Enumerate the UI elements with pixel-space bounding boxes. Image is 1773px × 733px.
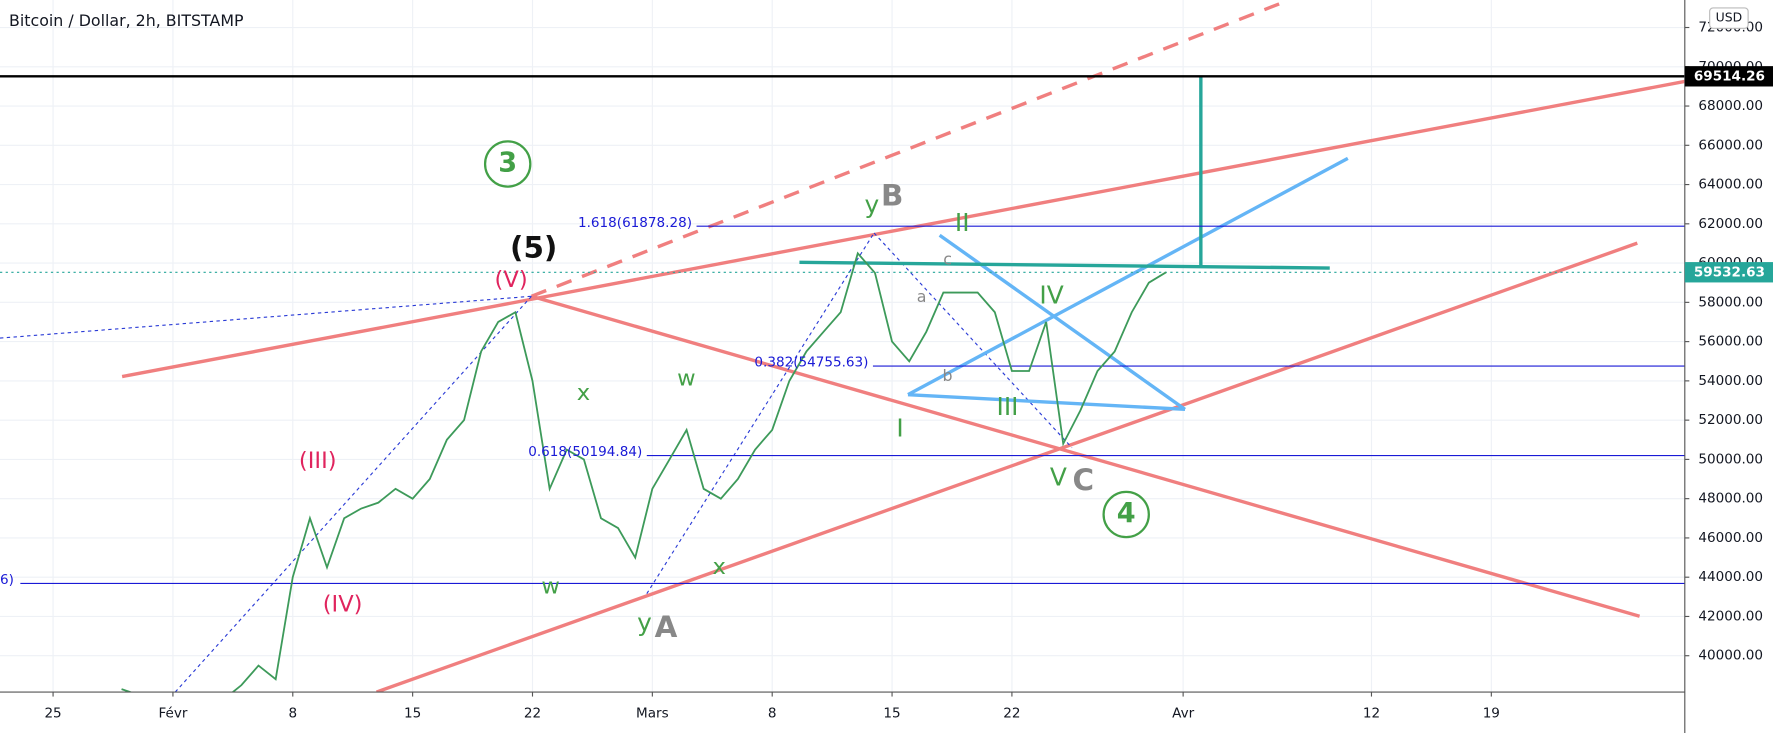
y-tick-label: 46000.00 <box>1698 530 1763 546</box>
wave-label: a <box>917 287 927 306</box>
wave-label: 4 <box>1117 498 1136 529</box>
labels: 1.618(61878.28) 0.382(54755.63) 0.618(5019… <box>0 140 1150 644</box>
x-tick-label: 22 <box>524 706 541 722</box>
x-tick-label: 22 <box>1003 706 1020 722</box>
wave-label: (IV) <box>323 591 363 617</box>
trend-line <box>530 294 1641 618</box>
trend-line <box>375 241 1638 693</box>
y-tick-label: 58000.00 <box>1698 294 1763 310</box>
target-line <box>799 260 1330 270</box>
wave-label: IV <box>1039 280 1063 309</box>
triangle-line <box>907 156 1349 397</box>
y-tick-label: 66000.00 <box>1698 137 1763 153</box>
x-tick-label: Févr <box>158 706 187 722</box>
wave-circle <box>1102 490 1150 539</box>
y-tick-label: 52000.00 <box>1698 412 1763 428</box>
wave-label: x <box>712 554 725 580</box>
y-tick-label: 44000.00 <box>1698 569 1763 585</box>
x-tick-label: 8 <box>768 706 777 722</box>
chart-title: Bitcoin / Dollar, 2h, BITSTAMP <box>9 11 244 30</box>
drawings <box>0 0 1685 693</box>
price-label: 69514.26 <box>1694 68 1765 84</box>
currency[interactable]: USD <box>1716 10 1743 25</box>
fib-link <box>873 232 1073 449</box>
wave-label: y <box>864 190 879 219</box>
y-tick-label: 48000.00 <box>1698 491 1763 507</box>
wave-label: c <box>943 250 952 269</box>
y-tick-label: 68000.00 <box>1698 98 1763 114</box>
fib-link <box>0 295 532 339</box>
wave-label: (III) <box>299 448 337 474</box>
price-series <box>121 251 1167 693</box>
wave-label: C <box>1072 463 1094 497</box>
wave-label: w <box>541 573 560 599</box>
fib-label: 0.382(54755.63) <box>754 355 868 371</box>
plot <box>0 75 1685 693</box>
y-tick-label: 50000.00 <box>1698 451 1763 467</box>
y-tick-label: 40000.00 <box>1698 648 1763 664</box>
triangle-line <box>907 392 1186 412</box>
wave-label: A <box>655 610 678 644</box>
wave-label: (5) <box>510 230 557 264</box>
fib-link <box>646 232 875 594</box>
axes: 40000.00 42000.00 44000.00 46000.00 48000.00… <box>44 20 1773 722</box>
fib-link <box>174 295 532 693</box>
wave-label: w <box>677 365 696 391</box>
wave-label: V <box>1050 462 1067 491</box>
wave-label: 3 <box>498 147 517 178</box>
price-box <box>1684 262 1773 283</box>
x-tick-label: 12 <box>1363 706 1380 722</box>
y-tick-label: 42000.00 <box>1698 608 1763 624</box>
currency-box[interactable] <box>1709 7 1749 29</box>
x-tick-label: 15 <box>404 706 421 722</box>
x-tick-label: 8 <box>288 706 297 722</box>
y-tick-label: 62000.00 <box>1698 216 1763 232</box>
wave-circle <box>483 140 532 188</box>
wave-label: y <box>637 608 652 637</box>
x-tick-label: Mars <box>636 706 669 722</box>
wave-label: (V) <box>495 267 528 293</box>
fib-label: 6) <box>0 572 14 588</box>
x-tick-label: Avr <box>1172 706 1194 722</box>
trend-line <box>121 79 1685 379</box>
x-tick-label: 25 <box>44 706 61 722</box>
y-tick-label: 54000.00 <box>1698 373 1763 389</box>
wave-label: b <box>943 366 953 385</box>
x-tick-label: 19 <box>1483 706 1500 722</box>
price-label: 59532.63 <box>1694 264 1765 280</box>
fib-label: 0.618(50194.84) <box>528 444 642 460</box>
wave-label: I <box>896 414 903 443</box>
wave-label: x <box>577 380 590 406</box>
wave-label: B <box>881 178 903 212</box>
wave-label: III <box>996 392 1018 421</box>
x-tick-label: 15 <box>883 706 900 722</box>
wave-label: II <box>955 208 970 237</box>
fib-label: 1.618(61878.28) <box>578 215 692 231</box>
y-tick-label: 64000.00 <box>1698 177 1763 193</box>
price-box <box>1684 66 1773 87</box>
y-tick-label: 56000.00 <box>1698 334 1763 350</box>
